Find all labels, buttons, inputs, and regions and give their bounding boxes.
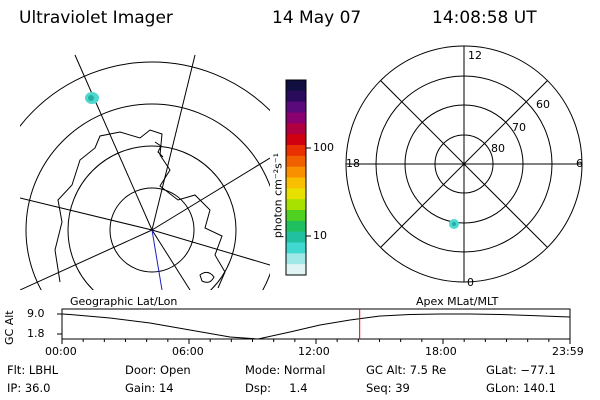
mlt-line (380, 80, 548, 248)
mlt-label-midnight: 0 (467, 276, 474, 289)
lat-circle (20, 61, 270, 127)
date-label: 14 May 07 (272, 8, 362, 28)
timeline-xtick-label: 23:59 (552, 345, 584, 358)
timeline-ymin: 1.8 (27, 327, 45, 340)
info-gain: Gain: 14 (125, 381, 174, 395)
info-mode: Mode: Normal (245, 363, 326, 377)
info-door: Door: Open (125, 363, 191, 377)
sun-meridian-line (151, 229, 163, 290)
left-panel-caption: Geographic Lat/Lon (70, 295, 178, 308)
info-filter: Flt: LBHL (7, 363, 59, 377)
timeline-xticks (61, 339, 571, 344)
lat-circle (109, 187, 195, 273)
timeline-xtick-label: 12:00 (298, 345, 330, 358)
instrument-title: Ultraviolet Imager (19, 8, 173, 28)
lat-circle (67, 145, 237, 290)
meridian-line (151, 54, 196, 231)
coastline (54, 129, 226, 289)
colorbar-segment (286, 101, 306, 113)
meridian-line (20, 197, 153, 231)
aurora-spot-core (88, 95, 94, 101)
colorbar-segment (286, 188, 306, 200)
colorbar-segment (286, 155, 306, 168)
colorbar-segment (286, 90, 306, 103)
colorbar-segment (286, 231, 306, 243)
colorbar-segment (286, 220, 306, 233)
colorbar-segment (286, 264, 306, 276)
timeline-ymax: 9.0 (27, 307, 45, 320)
colorbar-tick-label: 10 (313, 229, 327, 242)
coastline (154, 141, 164, 158)
colorbar-segment (286, 145, 306, 157)
time-label: 14:08:58 UT (432, 8, 537, 28)
altitude-curve (61, 313, 571, 340)
mlt-label-noon: 12 (468, 49, 482, 62)
meridian-line (20, 229, 153, 290)
info-gc-alt: GC Alt: 7.5 Re (366, 363, 447, 377)
geographic-map (20, 54, 270, 290)
info-dsp: Dsp: 1.4 (245, 381, 308, 395)
timeline-frame (61, 308, 571, 340)
lat-circle (25, 103, 270, 290)
timeline-xtick-label: 00:00 (45, 345, 77, 358)
colorbar-segment (286, 177, 306, 189)
colorbar-segment (286, 166, 306, 178)
mlat-label: 70 (512, 121, 526, 134)
timeline-xtick-label: 18:00 (425, 345, 457, 358)
timeline-ylabel: GC Alt (3, 310, 16, 345)
colorbar-unit-label: photon cm⁻²s⁻¹ (271, 152, 285, 239)
colorbar-segment (286, 134, 306, 146)
info-ip: IP: 36.0 (7, 381, 51, 395)
right-panel-caption: Apex MLat/MLT (416, 295, 499, 308)
meridian-line (151, 157, 270, 231)
aurora-spot-core (452, 222, 456, 226)
colorbar-segment (286, 199, 306, 211)
colorbar-segment (286, 80, 306, 92)
mlt-label-dawn: 6 (576, 157, 583, 170)
timeline-xtick-label: 06:00 (172, 345, 204, 358)
meridian-line (151, 229, 191, 290)
mlat-mlt-dial (345, 45, 583, 283)
colorbar-segment (286, 210, 306, 222)
coastline (199, 271, 215, 283)
colorbar-segment (286, 242, 306, 254)
info-glon: GLon: 140.1 (486, 381, 556, 395)
colorbar-segment (286, 123, 306, 135)
mlat-label: 60 (536, 98, 550, 111)
colorbar-segment (286, 112, 306, 124)
colorbar (286, 80, 306, 276)
mlat-label: 80 (491, 142, 505, 155)
meridian-line (151, 229, 270, 266)
mlt-label-dusk: 18 (346, 157, 360, 170)
info-glat: GLat: −77.1 (486, 363, 556, 377)
colorbar-tick-label: 100 (313, 141, 334, 154)
colorbar-frame (285, 79, 307, 276)
colorbar-segment (286, 253, 306, 265)
meridian-line (74, 54, 153, 231)
info-seq: Seq: 39 (366, 381, 410, 395)
